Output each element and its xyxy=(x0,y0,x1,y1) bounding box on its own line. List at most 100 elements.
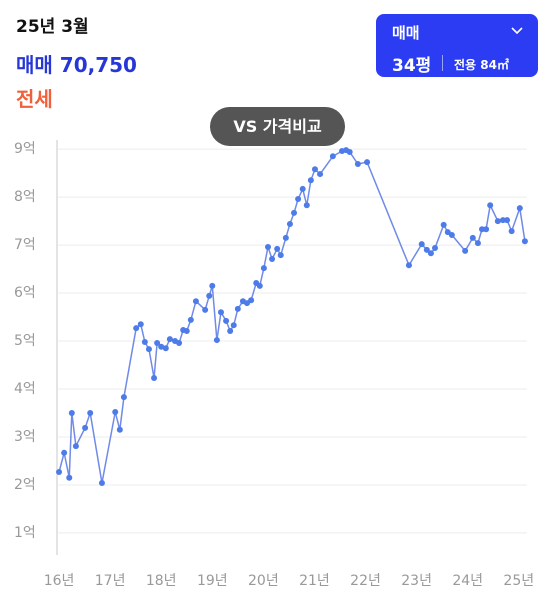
price-point xyxy=(295,196,302,203)
price-point xyxy=(162,345,169,352)
price-point xyxy=(248,297,255,304)
trade-price: 매매 70,750 xyxy=(16,49,137,78)
size-selector[interactable]: 매매 34평 전용 84㎡ xyxy=(376,14,538,77)
price-point xyxy=(286,220,293,227)
trade-label: 매매 xyxy=(16,53,53,77)
price-point xyxy=(274,245,281,252)
price-point xyxy=(516,205,523,212)
price-point xyxy=(264,243,271,250)
price-point xyxy=(521,238,528,245)
price-point xyxy=(68,409,75,416)
price-point xyxy=(206,292,213,299)
price-point xyxy=(120,394,127,401)
price-point xyxy=(307,177,314,184)
chevron xyxy=(511,27,523,35)
y-tick-label: 6억 xyxy=(14,285,36,301)
size: 34평 xyxy=(392,56,432,76)
price-point xyxy=(504,217,511,224)
price-point xyxy=(116,426,123,433)
x-tick-label: 23년 xyxy=(401,573,432,589)
price-point xyxy=(72,443,79,450)
price-point xyxy=(141,338,148,345)
price-point xyxy=(354,160,361,167)
area-value: 84㎡ xyxy=(480,58,509,72)
price-point xyxy=(213,337,220,344)
x-tick-label: 18년 xyxy=(146,573,177,589)
price-point xyxy=(299,185,306,192)
price-point xyxy=(282,234,289,241)
compare-button[interactable]: VS 가격비교 xyxy=(210,107,345,146)
price-point xyxy=(145,346,152,353)
price-point xyxy=(277,252,284,259)
price-point xyxy=(158,343,165,350)
price-point xyxy=(192,298,199,305)
y-tick-label: 5억 xyxy=(14,333,36,349)
price-point xyxy=(154,339,161,346)
price-point xyxy=(317,171,324,178)
price-point xyxy=(508,228,515,235)
price-point xyxy=(209,282,216,289)
y-tick-label: 7억 xyxy=(14,237,36,253)
price-point xyxy=(151,374,158,381)
divider xyxy=(442,55,443,71)
x-tick-label: 24년 xyxy=(452,573,483,589)
area: 전용 84㎡ xyxy=(454,56,509,73)
price-point xyxy=(469,234,476,241)
price-point xyxy=(291,209,298,216)
price-point xyxy=(487,202,494,209)
area-label: 전용 xyxy=(454,58,477,72)
price-point xyxy=(112,409,119,416)
x-tick-label: 21년 xyxy=(299,573,330,589)
y-tick-label: 1억 xyxy=(14,525,36,541)
price-point xyxy=(303,202,310,209)
price-point xyxy=(183,327,190,334)
price-point xyxy=(223,317,230,324)
price-point xyxy=(462,247,469,254)
trade-value: 70,750 xyxy=(59,53,137,77)
price-point xyxy=(61,449,68,456)
deal-type: 매매 xyxy=(392,24,420,42)
x-tick-label: 25년 xyxy=(503,573,534,589)
price-point xyxy=(66,474,73,481)
price-point xyxy=(405,262,412,269)
price-point xyxy=(87,409,94,416)
price-point xyxy=(82,424,89,431)
price-point xyxy=(256,282,263,289)
x-tick-label: 20년 xyxy=(248,573,279,589)
price-point xyxy=(364,159,371,166)
price-point xyxy=(133,325,140,332)
price-point xyxy=(346,148,353,155)
price-point xyxy=(329,153,336,160)
price-point xyxy=(418,241,425,248)
price-point xyxy=(187,316,194,323)
price-point xyxy=(260,265,267,272)
price-point xyxy=(494,218,501,225)
y-tick-label: 3억 xyxy=(14,429,36,445)
price-point xyxy=(217,309,224,316)
price-point xyxy=(423,246,430,253)
price-point xyxy=(176,339,183,346)
y-tick-label: 2억 xyxy=(14,477,36,493)
price-point xyxy=(432,244,439,251)
y-tick-label: 4억 xyxy=(14,381,36,397)
y-tick-label: 8억 xyxy=(14,189,36,205)
price-point xyxy=(311,166,318,173)
price-point xyxy=(269,255,276,262)
price-point xyxy=(137,321,144,328)
x-tick-label: 22년 xyxy=(350,573,381,589)
price-point xyxy=(474,240,481,247)
y-tick-label: 9억 xyxy=(14,141,36,157)
price-point xyxy=(166,336,173,343)
price-point xyxy=(56,469,63,475)
x-tick-label: 16년 xyxy=(44,573,75,589)
price-point xyxy=(202,306,209,313)
price-point xyxy=(427,250,434,257)
jeonse-tab[interactable]: 전세 xyxy=(16,87,53,111)
date: 25년 3월 xyxy=(16,17,89,37)
price-point xyxy=(230,322,237,329)
x-tick-label: 19년 xyxy=(197,573,228,589)
price-point xyxy=(448,231,455,238)
price-point xyxy=(227,327,234,334)
x-tick-label: 17년 xyxy=(95,573,126,589)
